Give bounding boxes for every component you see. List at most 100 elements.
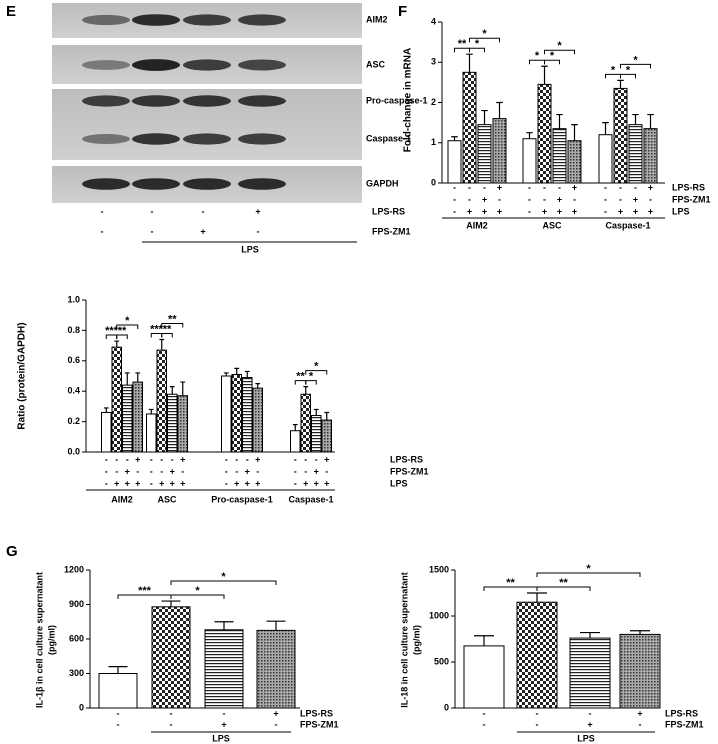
- significance-bracket: [116, 334, 128, 340]
- bar: [151, 606, 191, 709]
- treatment-sign: +: [255, 478, 260, 488]
- error-bar: [161, 600, 181, 607]
- treatment-sign: +: [135, 478, 140, 488]
- error-bar: [617, 79, 624, 89]
- bar: [122, 384, 133, 453]
- significance-bracket: [536, 586, 591, 591]
- treatment-sign: -: [536, 719, 539, 729]
- treatment-sign: +: [482, 206, 487, 216]
- treatment-label: LPS: [390, 478, 408, 488]
- bar: [252, 387, 263, 453]
- bar: [98, 673, 138, 709]
- treatment-sign: +: [648, 182, 653, 192]
- treatment-sign: -: [256, 466, 259, 476]
- blot-band: [82, 14, 130, 26]
- error-bar: [148, 408, 154, 414]
- treatment-sign: -: [126, 454, 129, 464]
- treatment-sign: -: [225, 478, 228, 488]
- treatment-sign: -: [117, 719, 120, 729]
- treatment-sign: +: [180, 454, 185, 464]
- y-tick-label: 1500: [429, 564, 449, 574]
- y-tick-label: 2: [431, 97, 436, 107]
- treatment-sign: -: [150, 454, 153, 464]
- bar: [552, 128, 567, 184]
- treatment-sign: -: [304, 466, 307, 476]
- treatment-sign: -: [483, 719, 486, 729]
- y-axis-label: (pg/ml): [46, 625, 56, 655]
- significance-bracket: [544, 59, 560, 65]
- treatment-sign: +: [314, 466, 319, 476]
- y-tick-label: 0: [444, 702, 449, 712]
- treatment-sign: -: [453, 182, 456, 192]
- treatment-sign: +: [542, 206, 547, 216]
- treatment-label: FPS-ZM1: [672, 194, 711, 204]
- y-tick-label: 3: [431, 57, 436, 67]
- treatment-sign: -: [483, 708, 486, 718]
- error-bar: [451, 136, 458, 141]
- blot-band: [82, 134, 130, 144]
- band-label: Pro-caspase-1: [366, 95, 428, 105]
- treatment-sign: -: [604, 206, 607, 216]
- blot-band: [238, 14, 286, 26]
- significance-label: *: [475, 38, 480, 50]
- blot-band: [132, 14, 180, 26]
- treatment-sign: +: [114, 478, 119, 488]
- error-bar: [527, 592, 547, 603]
- x-tick-label: Caspase-1: [605, 220, 650, 230]
- bar: [598, 134, 613, 184]
- y-tick-label: 0: [79, 702, 84, 712]
- panel-label: F: [398, 3, 407, 20]
- x-tick-label: Caspase-1: [288, 494, 333, 504]
- treatment-sign: +: [221, 719, 226, 729]
- treatment-label: FPS-ZM1: [665, 719, 704, 729]
- bar: [221, 375, 232, 453]
- bar: [101, 411, 112, 453]
- y-tick-label: 900: [69, 599, 84, 609]
- significance-label: ***: [138, 585, 152, 597]
- error-bar: [496, 101, 503, 119]
- treatment-sign: -: [151, 226, 154, 236]
- treatment-sign: +: [125, 466, 130, 476]
- treatment-sign: -: [294, 466, 297, 476]
- significance-bracket: [536, 572, 641, 577]
- error-bar: [108, 666, 128, 674]
- treatment-sign: -: [315, 454, 318, 464]
- band-label: GAPDH: [366, 178, 399, 188]
- significance-label: **: [163, 323, 172, 335]
- error-bar: [313, 408, 319, 416]
- bar: [643, 128, 658, 184]
- significance-label: *: [611, 64, 616, 76]
- y-tick-label: 300: [69, 668, 84, 678]
- blot-band: [238, 178, 286, 190]
- treatment-sign: +: [245, 478, 250, 488]
- y-tick-label: 0.4: [67, 386, 80, 396]
- treatment-sign: +: [648, 206, 653, 216]
- error-bar: [292, 424, 298, 431]
- significance-bracket: [161, 333, 173, 338]
- bar: [613, 87, 628, 184]
- band-label: ASC: [366, 59, 386, 69]
- treatment-sign: -: [536, 708, 539, 718]
- significance-label: *: [550, 50, 555, 62]
- blot-band: [183, 178, 231, 190]
- treatment-sign: -: [160, 466, 163, 476]
- treatment-sign: -: [325, 466, 328, 476]
- treatment-sign: -: [294, 454, 297, 464]
- error-bar: [214, 621, 234, 630]
- treatment-sign: +: [497, 206, 502, 216]
- bar: [256, 629, 296, 709]
- treatment-sign: -: [453, 194, 456, 204]
- bar: [447, 140, 462, 184]
- treatment-label: LPS-RS: [672, 182, 705, 192]
- treatment-sign: -: [160, 454, 163, 464]
- treatment-sign: +: [234, 478, 239, 488]
- y-tick-label: 4: [431, 16, 436, 26]
- y-tick-label: 1: [431, 137, 436, 147]
- significance-label: *: [221, 571, 226, 583]
- significance-label: *: [125, 315, 130, 327]
- treatment-sign: -: [171, 454, 174, 464]
- treatment-sign: -: [589, 708, 592, 718]
- y-axis-label: Fold-change in mRNA: [403, 48, 414, 152]
- significance-label: *: [626, 64, 631, 76]
- significance-label: **: [506, 577, 515, 589]
